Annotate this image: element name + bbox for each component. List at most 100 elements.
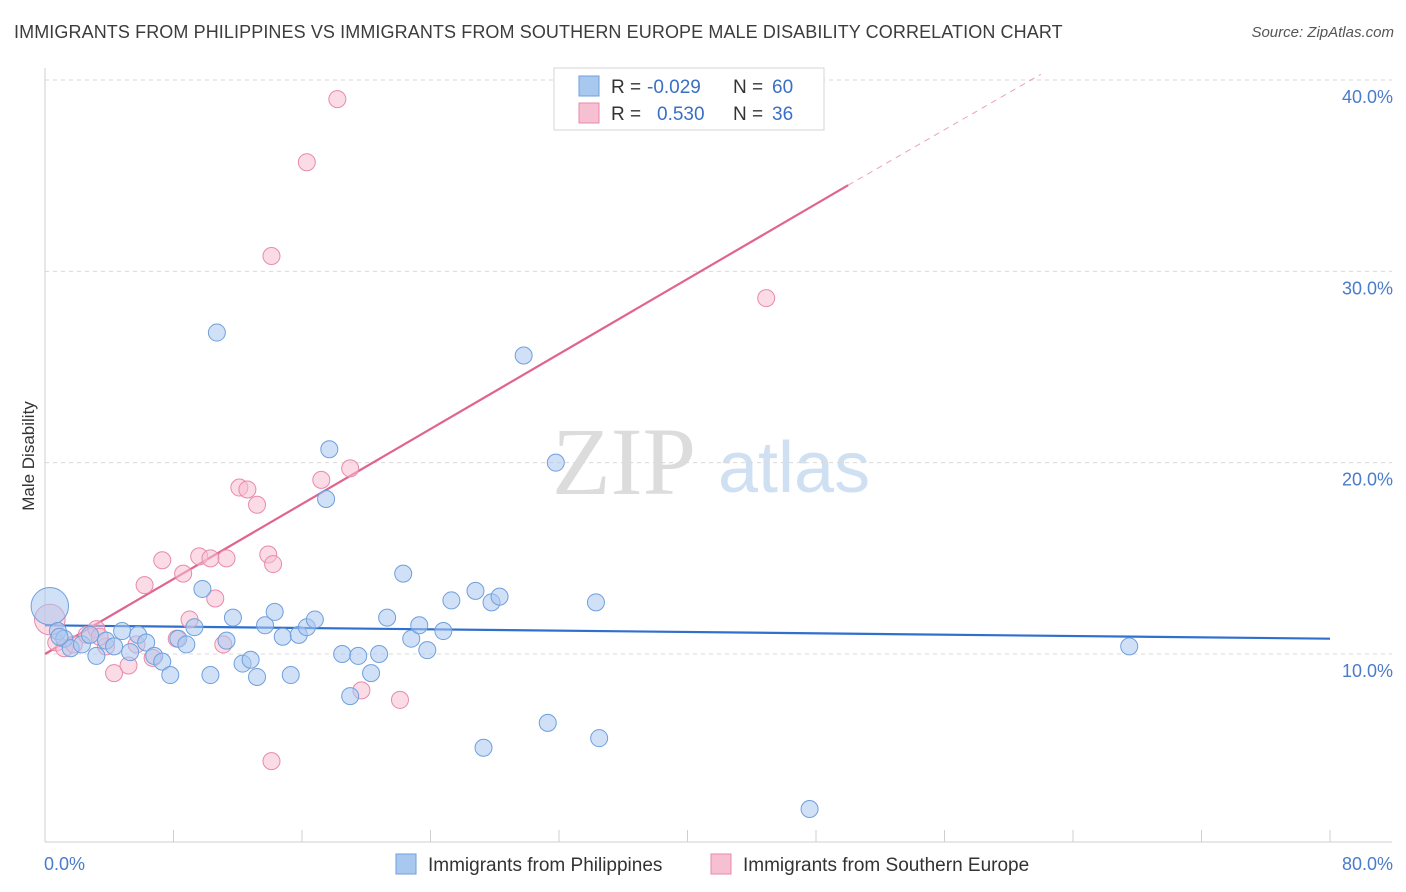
- trend-line-southern-europe: [44, 184, 849, 655]
- southern-europe-point-10: [135, 576, 154, 595]
- philippines-point-33: [317, 490, 336, 509]
- x-tick-label-max: 80.0%: [1342, 854, 1393, 874]
- legend-r-label-2: R =: [611, 104, 641, 125]
- philippines-point-48: [474, 738, 493, 757]
- philippines-point-56: [800, 799, 819, 818]
- southern-europe-point-19: [206, 589, 225, 608]
- southern-europe-point-17: [201, 549, 220, 568]
- southern-europe-point-7: [105, 664, 124, 683]
- southern-europe-point-23: [248, 495, 267, 514]
- philippines-point-20: [207, 323, 226, 342]
- philippines-point-5: [87, 646, 106, 665]
- trend-lines: [44, 73, 1331, 655]
- philippines-point-59: [50, 627, 69, 646]
- southern-europe-point-33: [390, 690, 409, 709]
- philippines-point-55: [590, 729, 609, 748]
- philippines-point-22: [223, 608, 242, 627]
- philippines-point-11: [137, 633, 156, 652]
- southern-europe-point-27: [262, 247, 281, 266]
- southern-europe-point-29: [312, 470, 331, 489]
- philippines-point-41: [394, 564, 413, 583]
- southern-europe-point-14: [174, 564, 193, 583]
- philippines-point-39: [370, 645, 389, 663]
- philippines-point-24: [241, 650, 260, 669]
- southern-europe-point-30: [328, 90, 347, 109]
- philippines-point-53: [546, 453, 565, 472]
- source-credit: Source: ZipAtlas.com: [1251, 24, 1394, 41]
- philippines-point-9: [121, 643, 140, 662]
- legend-n-value-2: 36: [772, 104, 793, 125]
- series-legend-swatch-philippines: [395, 853, 417, 875]
- y-tick-label-0: 10.0%: [1342, 661, 1393, 681]
- southern-europe-point-34: [757, 289, 776, 308]
- philippines-point-18: [193, 579, 212, 598]
- legend-swatch-philippines: [578, 75, 600, 97]
- y-axis-label: Male Disability: [19, 401, 38, 511]
- y-tick-label-3: 40.0%: [1342, 87, 1393, 107]
- philippines-point-43: [410, 616, 429, 635]
- series-legend-swatch-southern-europe: [710, 853, 732, 875]
- philippines-point-45: [434, 622, 453, 641]
- philippines-point-44: [418, 641, 437, 660]
- philippines-point-14: [161, 666, 180, 685]
- philippines-point-52: [538, 713, 557, 732]
- philippines-point-26: [256, 616, 275, 635]
- legend-n-label-2: N =: [733, 104, 763, 125]
- philippines-point-36: [341, 687, 360, 706]
- philippines-point-19: [201, 666, 220, 685]
- philippines-point-16: [177, 635, 196, 654]
- philippines-point-58: [80, 625, 99, 644]
- philippines-point-32: [305, 610, 324, 629]
- philippines-point-50: [490, 587, 509, 606]
- philippines-point-17: [185, 618, 204, 637]
- series-legend: Immigrants from Philippines Immigrants f…: [395, 853, 1029, 876]
- philippines-point-51: [514, 346, 533, 365]
- watermark-zip: ZIP: [552, 408, 696, 515]
- philippines-point-37: [349, 646, 368, 665]
- legend-r-value-1: -0.029: [647, 77, 701, 98]
- legend-n-label-1: N =: [733, 77, 763, 98]
- philippines-point-54: [586, 593, 605, 612]
- chart-title: IMMIGRANTS FROM PHILIPPINES VS IMMIGRANT…: [14, 22, 1063, 42]
- philippines-point-42: [402, 629, 421, 648]
- philippines-point-28: [273, 627, 292, 646]
- southern-europe-point-25: [264, 555, 283, 574]
- philippines-point-57: [1120, 637, 1139, 656]
- y-tick-label-2: 30.0%: [1342, 278, 1393, 298]
- philippines-point-35: [333, 645, 352, 663]
- correlation-legend: R = -0.029 N = 60 R = 0.530 N = 36: [553, 67, 825, 131]
- philippines-point-47: [466, 581, 485, 600]
- data-points: [30, 90, 1139, 818]
- x-tick-label-min: 0.0%: [44, 854, 85, 874]
- philippines-point-27: [265, 602, 284, 621]
- southern-europe-point-12: [153, 551, 172, 570]
- philippines-point-38: [362, 664, 381, 683]
- legend-r-label-1: R =: [611, 77, 641, 98]
- philippines-point-0: [30, 586, 70, 626]
- watermark-atlas: atlas: [718, 428, 870, 508]
- y-tick-label-1: 20.0%: [1342, 470, 1393, 490]
- southern-europe-point-31: [341, 459, 360, 478]
- southern-europe-point-28: [297, 153, 316, 172]
- philippines-point-25: [248, 667, 267, 686]
- philippines-point-13: [153, 652, 172, 671]
- legend-r-value-2: 0.530: [657, 104, 705, 125]
- series-legend-label-southern-europe: Immigrants from Southern Europe: [743, 855, 1029, 876]
- series-legend-label-philippines: Immigrants from Philippines: [428, 855, 662, 876]
- philippines-point-34: [320, 440, 339, 459]
- philippines-point-40: [378, 608, 397, 627]
- philippines-point-7: [105, 637, 124, 656]
- southern-europe-point-22: [238, 480, 257, 499]
- trend-line-philippines: [44, 624, 1331, 640]
- legend-swatch-southern-europe: [578, 102, 600, 124]
- y-tick-labels: 10.0% 20.0% 30.0% 40.0%: [1342, 87, 1393, 681]
- southern-europe-point-26: [262, 752, 281, 771]
- trend-line-southern-europe-extension: [847, 73, 1042, 186]
- southern-europe-point-18: [217, 549, 236, 568]
- axes: [44, 68, 1392, 843]
- grid-lines: [45, 79, 1392, 655]
- legend-n-value-1: 60: [772, 77, 793, 98]
- philippines-point-46: [442, 591, 461, 610]
- philippines-point-8: [113, 622, 132, 641]
